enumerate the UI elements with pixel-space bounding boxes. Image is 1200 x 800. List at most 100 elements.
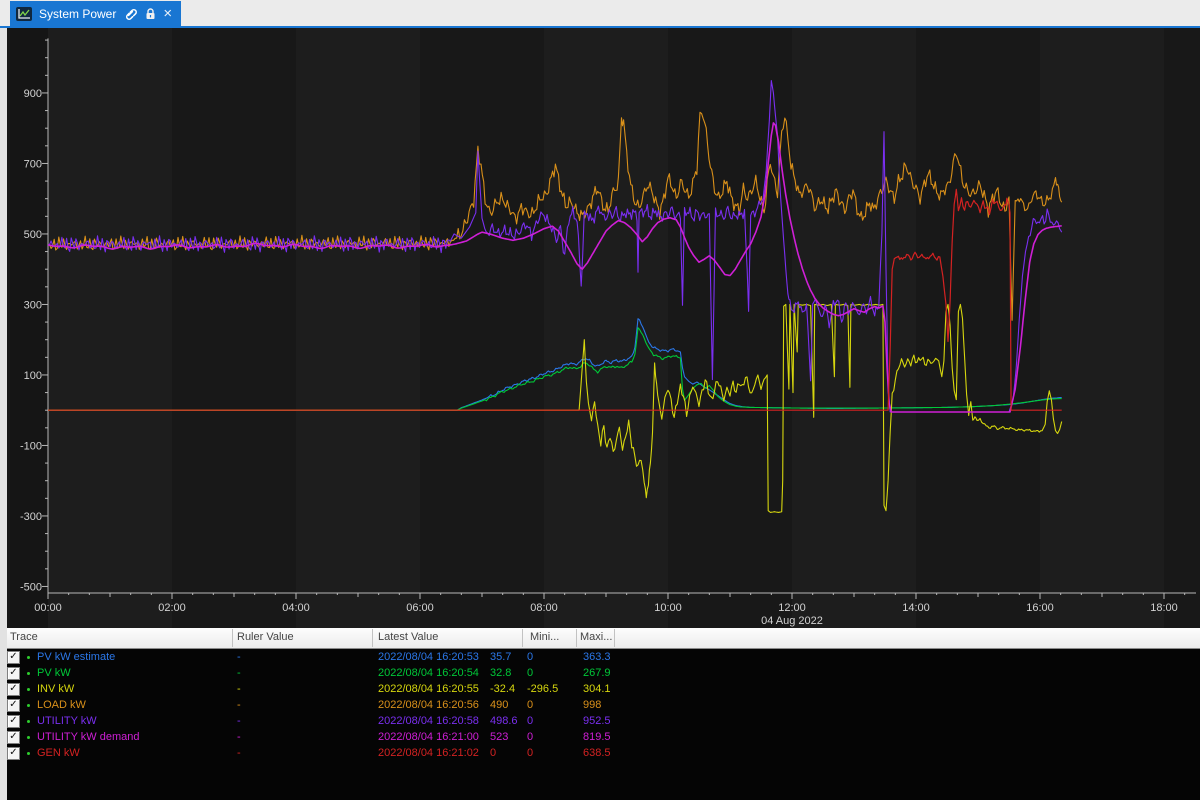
x-axis-label: 00:00 (34, 602, 62, 614)
trace-row[interactable]: ✓ PV kW - 2022/08/04 16:20:54 32.8 0 267.9 (0, 665, 1200, 681)
x-axis-label: 14:00 (902, 602, 930, 614)
ruler-value: - (237, 651, 241, 663)
min-value: 0 (527, 651, 533, 663)
column-separator[interactable] (232, 629, 233, 647)
background-band (544, 28, 668, 628)
column-header-latest-value[interactable]: Latest Value (378, 631, 438, 643)
latest-timestamp: 2022/08/04 16:20:58 (378, 715, 479, 727)
y-axis-label: -500 (20, 581, 42, 593)
y-axis-label: 100 (24, 370, 42, 382)
close-icon[interactable]: × (163, 8, 172, 20)
date-label: 04 Aug 2022 (761, 615, 823, 627)
max-value: 638.5 (583, 747, 611, 759)
max-value: 304.1 (583, 683, 611, 695)
ruler-value: - (237, 683, 241, 695)
ruler-value: - (237, 699, 241, 711)
trace-visibility-checkbox[interactable]: ✓ (7, 651, 20, 664)
latest-timestamp: 2022/08/04 16:21:00 (378, 731, 479, 743)
trace-table-body: ✓ PV kW estimate - 2022/08/04 16:20:53 35.7 0… (0, 649, 1200, 761)
tab-system-power[interactable]: System Power × (10, 1, 181, 26)
max-value: 363.3 (583, 651, 611, 663)
background-band (1164, 28, 1200, 628)
trace-status-dot (27, 688, 30, 691)
x-axis-label: 02:00 (158, 602, 186, 614)
trace-name: PV kW (37, 667, 71, 679)
axis-margin (0, 28, 48, 628)
trace-row[interactable]: ✓ PV kW estimate - 2022/08/04 16:20:53 35.7 0… (0, 649, 1200, 665)
latest-value: 32.8 (490, 667, 511, 679)
x-axis-label: 12:00 (778, 602, 806, 614)
column-separator[interactable] (522, 629, 523, 647)
trace-visibility-checkbox[interactable]: ✓ (7, 667, 20, 680)
column-separator[interactable] (614, 629, 615, 647)
ruler-value: - (237, 667, 241, 679)
min-value: 0 (527, 747, 533, 759)
trace-visibility-checkbox[interactable]: ✓ (7, 699, 20, 712)
trace-status-dot (27, 656, 30, 659)
trace-row[interactable]: ✓INV kW-2022/08/04 16:20:55-32.4-296.530… (0, 681, 1200, 697)
trace-name: LOAD kW (37, 699, 86, 711)
latest-timestamp: 2022/08/04 16:20:54 (378, 667, 479, 679)
background-band (420, 28, 544, 628)
trace-row[interactable]: ✓ UTILITY kW - 2022/08/04 16:20:58 498.6 0 952… (0, 713, 1200, 729)
min-value: -296.5 (527, 683, 558, 695)
min-value: 0 (527, 667, 533, 679)
y-axis-label: 500 (24, 229, 42, 241)
x-axis-label: 04:00 (282, 602, 310, 614)
column-separator[interactable] (576, 629, 577, 647)
latest-timestamp: 2022/08/04 16:20:53 (378, 651, 479, 663)
column-separator[interactable] (372, 629, 373, 647)
link-icon[interactable] (123, 6, 138, 21)
background-band (1040, 28, 1164, 628)
max-value: 998 (583, 699, 601, 711)
trace-row[interactable]: ✓ LOAD kW - 2022/08/04 16:20:56 490 0 998 (0, 697, 1200, 713)
max-value: 952.5 (583, 715, 611, 727)
trace-status-dot (27, 720, 30, 723)
background-band (668, 28, 792, 628)
trace-visibility-checkbox[interactable]: ✓ (7, 683, 20, 696)
trace-status-dot (27, 736, 30, 739)
min-value: 0 (527, 699, 533, 711)
x-axis-label: 18:00 (1150, 602, 1178, 614)
background-band (792, 28, 916, 628)
trend-chart-panel: 900700500300100-100-300-50000:0002:0004:… (0, 28, 1200, 628)
trace-visibility-checkbox[interactable]: ✓ (7, 731, 20, 744)
x-axis-label: 06:00 (406, 602, 434, 614)
column-header-maxi---[interactable]: Maxi... (580, 631, 612, 643)
trace-status-dot (27, 704, 30, 707)
min-value: 0 (527, 715, 533, 727)
column-header-mini---[interactable]: Mini... (530, 631, 559, 643)
latest-value: 498.6 (490, 715, 518, 727)
tab-bar: System Power × (0, 0, 1200, 28)
latest-value: -32.4 (490, 683, 515, 695)
x-axis-label: 08:00 (530, 602, 558, 614)
column-header-trace[interactable]: Trace (10, 631, 38, 643)
trace-row[interactable]: ✓ UTILITY kW demand - 2022/08/04 16:21:00 52… (0, 729, 1200, 745)
trace-name: PV kW estimate (37, 651, 115, 663)
trace-visibility-checkbox[interactable]: ✓ (7, 747, 20, 760)
column-header-ruler-value[interactable]: Ruler Value (237, 631, 294, 643)
max-value: 267.9 (583, 667, 611, 679)
trace-name: UTILITY kW (37, 715, 97, 727)
ruler-value: - (237, 731, 241, 743)
trace-name: UTILITY kW demand (37, 731, 140, 743)
trend-chart-icon (16, 7, 32, 21)
background-band (296, 28, 420, 628)
y-axis-label: 700 (24, 158, 42, 170)
trace-visibility-checkbox[interactable]: ✓ (7, 715, 20, 728)
ruler-value: - (237, 747, 241, 759)
y-axis-label: -300 (20, 511, 42, 523)
latest-value: 490 (490, 699, 508, 711)
latest-timestamp: 2022/08/04 16:20:56 (378, 699, 479, 711)
trace-table: Trace Ruler Value Latest Value Mini... Maxi.… (0, 628, 1200, 800)
ruler-value: - (237, 715, 241, 727)
latest-value: 35.7 (490, 651, 511, 663)
latest-value: 523 (490, 731, 508, 743)
x-axis-label: 16:00 (1026, 602, 1054, 614)
background-band (172, 28, 296, 628)
background-band (48, 28, 172, 628)
trend-application-window: System Power × 900700500300100-100-300-5… (0, 0, 1200, 800)
lock-icon[interactable] (145, 8, 156, 20)
trace-row[interactable]: ✓GEN kW-2022/08/04 16:21:0200638.5 (0, 745, 1200, 761)
chart-plot-area[interactable]: 900700500300100-100-300-50000:0002:0004:… (0, 28, 1200, 628)
